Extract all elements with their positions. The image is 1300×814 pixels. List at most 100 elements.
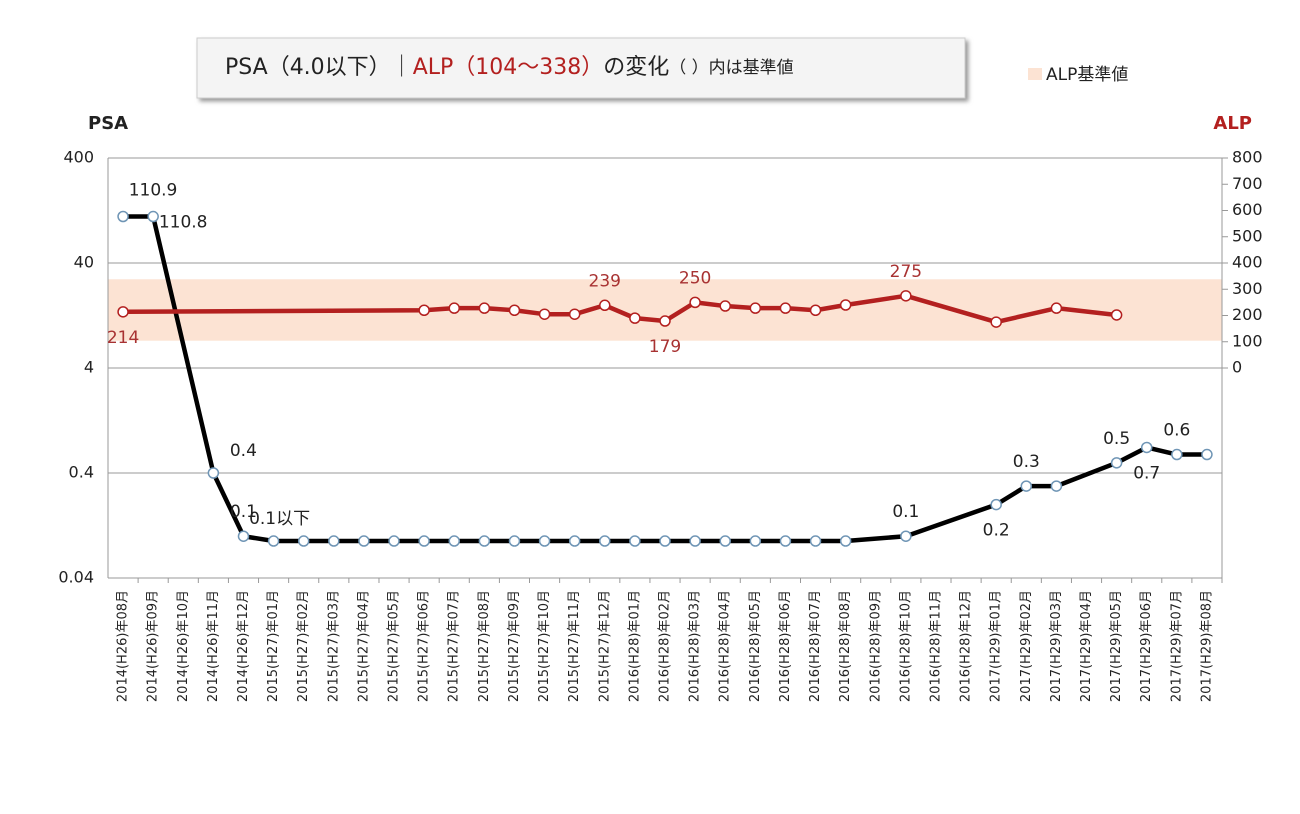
- x-tick-label: 2015(H27)年01月: [266, 590, 281, 702]
- data-point: [1050, 302, 1063, 314]
- y2-tick-label: 200: [1232, 305, 1263, 324]
- data-point: [1171, 448, 1183, 461]
- title-box: [196, 37, 966, 99]
- data-label: 239: [589, 271, 621, 291]
- data-label: 0.4: [230, 441, 257, 461]
- data-label: 0.3: [1013, 452, 1040, 472]
- x-tick-label: 2016(H28)年01月: [627, 590, 642, 702]
- data-point: [779, 302, 792, 314]
- data-point: [1140, 441, 1153, 454]
- data-point: [358, 535, 370, 547]
- y-tick-label: 400: [63, 148, 94, 167]
- data-point: [809, 304, 822, 316]
- data-label: 0.6: [1163, 421, 1190, 441]
- data-point: [237, 530, 250, 542]
- data-point: [659, 535, 671, 547]
- data-point: [568, 535, 581, 547]
- x-tick-label: 2017(H29)年07月: [1169, 590, 1184, 702]
- y2-tick-label: 300: [1232, 279, 1263, 298]
- y2-axis-label: ALP: [1213, 113, 1252, 134]
- data-point: [719, 300, 731, 312]
- x-tick-label: 2015(H27)年06月: [417, 590, 432, 702]
- data-point: [900, 290, 912, 302]
- data-label: 0.1以下: [249, 509, 310, 529]
- x-tick-label: 2015(H27)年11月: [567, 590, 582, 702]
- data-point: [538, 535, 551, 547]
- x-tick-label: 2016(H28)年12月: [959, 590, 974, 702]
- data-point: [599, 299, 611, 312]
- title-part: ALP（104～338）: [413, 55, 604, 80]
- data-point: [629, 535, 641, 547]
- x-tick-label: 2014(H26)年12月: [236, 590, 251, 702]
- y-tick-label: 0.4: [69, 463, 94, 482]
- x-tick-label: 2016(H28)年03月: [688, 590, 703, 702]
- data-point: [990, 498, 1002, 511]
- data-label: 0.1: [230, 502, 257, 522]
- y-tick-label: 4: [84, 358, 94, 377]
- legend-swatch: [1028, 68, 1042, 80]
- x-tick-label: 2017(H29)年05月: [1109, 590, 1124, 702]
- data-point: [448, 302, 460, 314]
- y2-tick-label: 700: [1232, 174, 1263, 193]
- data-point: [689, 535, 701, 547]
- x-tick-label: 2015(H27)年09月: [507, 590, 522, 702]
- x-tick-label: 2016(H28)年08月: [838, 590, 853, 702]
- data-point: [749, 535, 762, 547]
- x-tick-label: 2015(H27)年03月: [326, 590, 341, 702]
- y2-tick-label: 100: [1232, 331, 1263, 350]
- data-label: 0.2: [983, 521, 1010, 541]
- data-point: [809, 535, 822, 547]
- y-tick-label: 40: [74, 253, 94, 272]
- x-tick-label: 2016(H28)年06月: [778, 590, 793, 702]
- data-label: 0.7: [1133, 463, 1160, 483]
- data-label: 110.9: [129, 180, 178, 200]
- series-line: [123, 214, 1207, 544]
- x-tick-label: 2015(H27)年04月: [356, 590, 371, 702]
- data-point: [508, 304, 521, 316]
- data-point: [568, 308, 581, 320]
- data-point: [900, 530, 912, 542]
- y2-tick-label: 0: [1232, 358, 1242, 377]
- data-point: [689, 296, 701, 309]
- y2-tick-label: 500: [1232, 226, 1263, 245]
- x-tick-label: 2015(H27)年08月: [477, 590, 492, 702]
- data-label: 110.8: [159, 213, 208, 233]
- x-tick-label: 2016(H28)年07月: [808, 590, 823, 702]
- x-tick-label: 2017(H29)年03月: [1049, 590, 1064, 702]
- data-point: [297, 535, 310, 547]
- data-point: [990, 316, 1002, 328]
- x-tick-label: 2017(H29)年04月: [1079, 590, 1094, 702]
- x-tick-label: 2015(H27)年10月: [537, 590, 552, 702]
- data-point: [1020, 480, 1033, 492]
- data-point: [839, 299, 852, 311]
- x-tick-label: 2017(H29)年06月: [1139, 590, 1154, 702]
- data-point: [1201, 448, 1213, 461]
- data-point: [1110, 309, 1123, 321]
- x-tick-label: 2014(H26)年10月: [176, 590, 191, 702]
- x-tick-label: 2015(H27)年12月: [597, 590, 612, 702]
- data-label: 0.5: [1103, 429, 1130, 449]
- data-point: [478, 535, 491, 547]
- x-tick-label: 2017(H29)年02月: [1019, 590, 1034, 702]
- data-point: [207, 467, 220, 479]
- data-point: [629, 312, 641, 324]
- data-point: [779, 535, 792, 547]
- title-part: の変化: [603, 55, 669, 80]
- y2-tick-label: 600: [1232, 200, 1263, 219]
- x-tick-label: 2016(H28)年10月: [898, 590, 913, 702]
- data-label: 214: [107, 328, 139, 348]
- data-label: 250: [679, 268, 711, 288]
- x-tick-label: 2016(H28)年02月: [658, 590, 673, 702]
- title-part: （ ）内は基準値: [669, 58, 793, 78]
- data-point: [267, 535, 280, 547]
- data-point: [147, 210, 159, 223]
- x-tick-label: 2014(H26)年09月: [146, 590, 161, 702]
- x-tick-label: 2015(H27)年02月: [296, 590, 311, 702]
- data-point: [508, 535, 521, 547]
- chart-title: PSA（4.0以下）｜ALP（104～338）の変化（ ）内は基準値: [225, 55, 794, 80]
- y-tick-label: 0.04: [58, 568, 94, 587]
- y2-tick-label: 800: [1232, 148, 1263, 167]
- data-point: [1110, 457, 1123, 469]
- data-label: 0.1: [892, 502, 919, 522]
